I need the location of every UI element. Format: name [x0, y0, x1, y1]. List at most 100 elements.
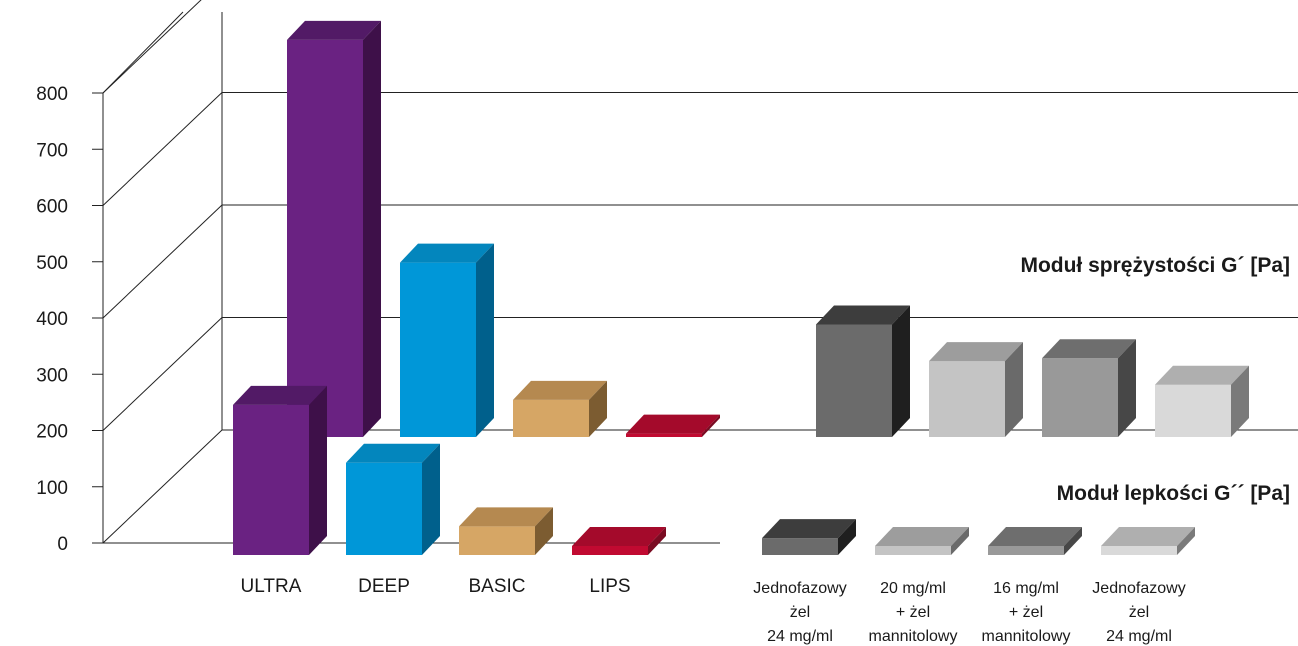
bar-top-face: [346, 443, 440, 463]
category-label-line: + żel: [1009, 604, 1043, 621]
category-label-line: Jednofazowy: [753, 580, 846, 597]
y-tick-label: 400: [36, 309, 68, 330]
grid-diagonal: [102, 92, 223, 206]
bar-top-face: [762, 519, 856, 539]
category-label-line: + żel: [896, 604, 930, 621]
bar-top-face: [513, 380, 607, 400]
category-label: BASIC: [468, 576, 525, 597]
bar-viscous-2: [459, 507, 553, 555]
bar-elastic-5: [929, 342, 1023, 437]
category-labels: ULTRA DEEP BASIC LIPS Jednofazowy żel 24 mg/ml…: [241, 576, 1186, 645]
bar-top-face: [816, 305, 910, 325]
bar-front-face: [1101, 546, 1177, 555]
bar-elastic-3: [626, 414, 720, 437]
bar-front-face: [816, 324, 892, 437]
bar-viscous-1: [346, 443, 440, 555]
series-viscous-bars: [233, 385, 1195, 555]
category-label: Jednofazowy żel 24 mg/ml: [753, 580, 846, 645]
top-diagonal: [102, 11, 184, 94]
bar-side-face: [838, 519, 856, 555]
category-label-line: mannitolowy: [982, 628, 1071, 645]
series-label-elastic: Moduł sprężystości G´ [Pa]: [1020, 254, 1290, 277]
category-label: 16 mg/ml + żel mannitolowy: [982, 580, 1071, 645]
bar-front-face: [762, 538, 838, 555]
bar-front-face: [626, 433, 702, 437]
bar-top-face: [287, 20, 381, 40]
bar-side-face: [1118, 339, 1136, 437]
bar-side-face: [1231, 365, 1249, 437]
bar-top-face: [233, 385, 327, 405]
bar-top-face: [988, 527, 1082, 546]
category-label-line: 20 mg/ml: [880, 580, 946, 597]
bar-side-face: [589, 380, 607, 437]
bar-side-face: [309, 385, 327, 555]
bar-elastic-1: [400, 243, 494, 437]
y-tick-label: 200: [36, 422, 68, 443]
y-tick-label: 500: [36, 253, 68, 274]
bar-elastic-4: [816, 305, 910, 437]
bar-viscous-5: [875, 527, 969, 555]
bar-front-face: [346, 462, 422, 555]
category-label-line: ULTRA: [241, 576, 302, 597]
y-tick-label: 0: [57, 534, 68, 555]
category-label-line: mannitolowy: [869, 628, 958, 645]
y-tick-label: 800: [36, 84, 68, 105]
category-label-line: Jednofazowy: [1092, 580, 1185, 597]
bar-side-face: [1005, 342, 1023, 437]
bar-elastic-6: [1042, 339, 1136, 437]
bar-top-face: [572, 527, 666, 546]
bar-front-face: [1042, 358, 1118, 437]
bar-top-face: [875, 527, 969, 546]
bar-front-face: [400, 262, 476, 437]
bar-side-face: [422, 443, 440, 555]
grid-diagonal: [102, 429, 223, 544]
grid-diagonal: [102, 204, 223, 319]
bar-top-face: [400, 243, 494, 263]
grid-diagonal: [102, 0, 202, 94]
category-label-line: żel: [1129, 604, 1149, 621]
series-elastic-bars: [287, 20, 1249, 437]
bar-front-face: [988, 546, 1064, 555]
category-label-line: DEEP: [358, 576, 410, 597]
bar-elastic-0: [287, 20, 381, 437]
bar-side-face: [535, 507, 553, 555]
bar-side-face: [1064, 527, 1082, 555]
bar-front-face: [233, 404, 309, 555]
bar-viscous-0: [233, 385, 327, 555]
bar-top-face: [459, 507, 553, 527]
bar-top-face: [1042, 339, 1136, 359]
bar-front-face: [875, 546, 951, 555]
category-label-line: BASIC: [468, 576, 525, 597]
bar-front-face: [572, 546, 648, 555]
category-label-line: 24 mg/ml: [1106, 628, 1172, 645]
y-tick-label: 100: [36, 478, 68, 499]
y-axis-ticks: 0 100 200 300 400 500 600 700 800: [36, 84, 68, 555]
bar-side-face: [476, 243, 494, 437]
category-label: LIPS: [589, 576, 630, 597]
bar-top-face: [626, 414, 720, 434]
category-label: ULTRA: [241, 576, 302, 597]
category-label-line: LIPS: [589, 576, 630, 597]
bar-viscous-7: [1101, 527, 1195, 555]
bar-front-face: [513, 399, 589, 437]
bar-front-face: [929, 361, 1005, 437]
bar-viscous-4: [762, 519, 856, 555]
bar-side-face: [363, 20, 381, 437]
bar-viscous-3: [572, 527, 666, 555]
category-label: 20 mg/ml + żel mannitolowy: [869, 580, 958, 645]
y-tick-label: 300: [36, 365, 68, 386]
bar-viscous-6: [988, 527, 1082, 555]
category-label-line: 16 mg/ml: [993, 580, 1059, 597]
bar-top-face: [1155, 365, 1249, 385]
bar-side-face: [951, 527, 969, 555]
bar-side-face: [648, 527, 666, 555]
bar-top-face: [1101, 527, 1195, 546]
bar-top-face: [929, 342, 1023, 362]
bar-elastic-2: [513, 380, 607, 437]
grid-diagonal: [102, 317, 223, 431]
bar-side-face: [1177, 527, 1195, 555]
bar-front-face: [1155, 384, 1231, 437]
bar-side-face: [702, 414, 720, 437]
y-tick-label: 600: [36, 197, 68, 218]
